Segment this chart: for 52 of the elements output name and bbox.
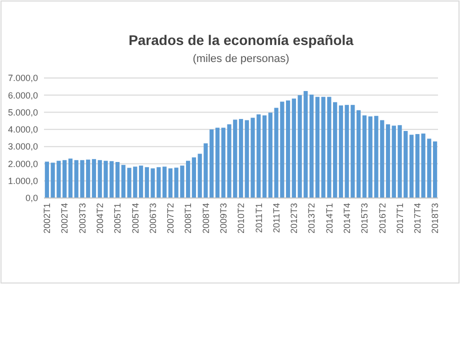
x-tick-label: 2012T3 (289, 203, 300, 234)
bar (409, 134, 414, 198)
x-tick-label: 2018T3 (430, 203, 440, 234)
bar (44, 162, 49, 198)
bar (286, 100, 290, 198)
bar (315, 96, 320, 198)
x-tick-label: 2011T4 (271, 203, 282, 233)
x-tick-label: 2010T2 (236, 203, 246, 234)
bar (215, 128, 220, 198)
bar (262, 115, 267, 198)
x-tick-label: 2002T4 (60, 203, 70, 234)
x-tick-label: 2015T3 (360, 203, 370, 234)
x-tick-label: 2009T3 (218, 203, 229, 234)
bar (338, 105, 344, 198)
x-tick-label: 2008T1 (183, 203, 194, 234)
y-tick-label: 4.000,0 (8, 124, 38, 135)
y-tick-label: 7.000,0 (8, 73, 38, 84)
bar (138, 166, 144, 198)
y-tick-label: 5.000,0 (8, 107, 38, 118)
x-tick-label: 2006T3 (148, 203, 158, 234)
y-tick-label: 0,0 (25, 193, 38, 204)
x-tick-label: 2003T3 (77, 203, 88, 234)
y-tick-label: 2.000,0 (8, 158, 38, 169)
bar (92, 159, 96, 198)
bar (310, 94, 314, 198)
bar (168, 168, 172, 198)
bar (115, 162, 120, 198)
chart-subtitle: (miles de personas) (192, 53, 290, 65)
x-tick-label: 2017T1 (394, 203, 405, 234)
bar (68, 158, 73, 198)
bar (238, 118, 244, 198)
y-tick-label: 1.000,0 (8, 176, 38, 186)
chart-title: Parados de la economía española (128, 32, 354, 48)
x-tick-label: 2005T4 (130, 203, 140, 234)
bar (362, 115, 367, 198)
y-tick-label: 3.000,0 (8, 142, 38, 152)
x-tick-label: 2002T1 (42, 203, 52, 234)
x-tick-label: 2016T2 (377, 203, 388, 234)
x-tick-label: 2004T2 (95, 203, 106, 234)
bar (192, 157, 196, 198)
bar (162, 166, 167, 198)
x-tick-label: 2011T1 (254, 203, 264, 233)
bar (433, 141, 438, 198)
x-tick-label: 2014T1 (324, 203, 334, 234)
x-tick-label: 2005T1 (112, 203, 123, 234)
x-tick-label: 2014T4 (342, 203, 352, 234)
x-tick-label: 2007T2 (166, 203, 176, 234)
x-tick-label: 2008T4 (200, 203, 211, 234)
x-tick-label: 2017T4 (412, 203, 423, 234)
x-tick-label: 2013T2 (306, 203, 317, 234)
y-tick-label: 6.000,0 (8, 90, 38, 100)
bar (386, 124, 390, 198)
